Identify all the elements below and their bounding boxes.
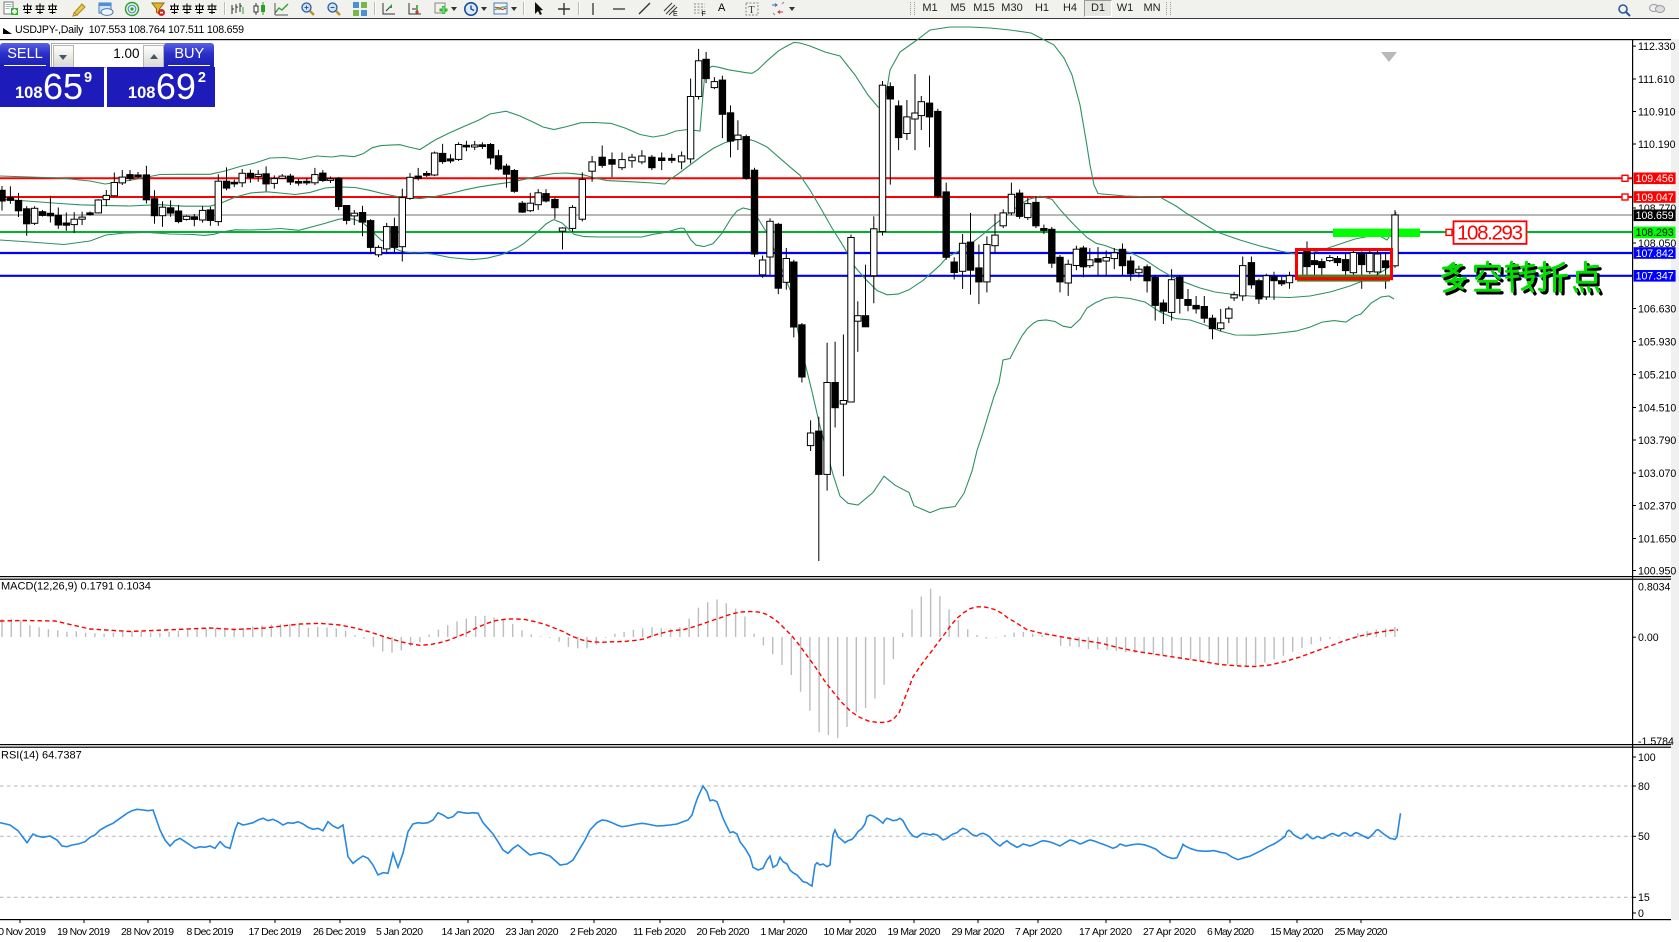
svg-text:19 Nov 2019: 19 Nov 2019 [57,927,110,938]
svg-text:6 May 2020: 6 May 2020 [1207,927,1254,938]
svg-text:111.610: 111.610 [1638,74,1675,86]
svg-text:17 Apr 2020: 17 Apr 2020 [1079,927,1132,938]
svg-text:F: F [702,11,706,17]
svg-text:110.190: 110.190 [1638,139,1676,151]
svg-text:107.347: 107.347 [1636,271,1674,283]
svg-text:105.930: 105.930 [1638,336,1676,348]
svg-text:104.510: 104.510 [1638,402,1676,414]
svg-text:27 Apr 2020: 27 Apr 2020 [1143,927,1196,938]
svg-text:101.650: 101.650 [1638,533,1676,545]
svg-text:E: E [673,11,678,17]
svg-text:23 Jan 2020: 23 Jan 2020 [506,927,559,938]
svg-text:15: 15 [1638,892,1650,904]
svg-text:0: 0 [1638,908,1644,920]
svg-text:105.210: 105.210 [1638,369,1676,381]
svg-text:28 Nov 2019: 28 Nov 2019 [121,927,174,938]
svg-text:RSI(14) 64.7387: RSI(14) 64.7387 [1,750,82,762]
svg-text:15 May 2020: 15 May 2020 [1271,927,1324,938]
svg-text:50: 50 [1638,831,1650,843]
svg-text:29 Mar 2020: 29 Mar 2020 [952,927,1005,938]
svg-text:110.910: 110.910 [1638,106,1676,118]
svg-text:102.370: 102.370 [1638,500,1676,512]
svg-text:25 May 2020: 25 May 2020 [1335,927,1388,938]
svg-text:100: 100 [1638,752,1656,764]
svg-text:11 Feb 2020: 11 Feb 2020 [633,927,686,938]
svg-text:5 Jan 2020: 5 Jan 2020 [376,927,423,938]
svg-text:109.047: 109.047 [1636,192,1674,204]
svg-text:108.050: 108.050 [1638,238,1676,250]
svg-text:2 Feb 2020: 2 Feb 2020 [570,927,617,938]
svg-text:20 Feb 2020: 20 Feb 2020 [697,927,750,938]
svg-text:10 Mar 2020: 10 Mar 2020 [824,927,877,938]
svg-text:108.293: 108.293 [1457,222,1523,245]
svg-text:112.330: 112.330 [1638,41,1676,53]
svg-text:100.950: 100.950 [1638,565,1676,577]
svg-text:19 Mar 2020: 19 Mar 2020 [888,927,941,938]
svg-text:7 Apr 2020: 7 Apr 2020 [1015,927,1062,938]
svg-text:108.659: 108.659 [1636,210,1674,222]
svg-text:T: T [749,5,755,16]
svg-text:0.00: 0.00 [1638,632,1659,644]
svg-text:107.842: 107.842 [1636,248,1674,260]
svg-text:103.070: 103.070 [1638,468,1676,480]
svg-text:-1.5784: -1.5784 [1638,736,1674,748]
svg-text:109.456: 109.456 [1636,173,1674,185]
svg-text:0.8034: 0.8034 [1638,581,1671,593]
svg-text:MACD(12,26,9) 0.1791 0.1034: MACD(12,26,9) 0.1791 0.1034 [1,581,151,593]
svg-text:1 Mar 2020: 1 Mar 2020 [761,927,808,938]
svg-text:10 Nov 2019: 10 Nov 2019 [0,927,46,938]
svg-text:108.293: 108.293 [1636,227,1674,239]
svg-text:17 Dec 2019: 17 Dec 2019 [249,927,302,938]
svg-text:103.790: 103.790 [1638,435,1676,447]
svg-text:14 Jan 2020: 14 Jan 2020 [442,927,495,938]
svg-text:106.630: 106.630 [1638,303,1676,315]
svg-text:8 Dec 2019: 8 Dec 2019 [187,927,234,938]
svg-text:80: 80 [1638,781,1650,793]
svg-text:26 Dec 2019: 26 Dec 2019 [313,927,366,938]
